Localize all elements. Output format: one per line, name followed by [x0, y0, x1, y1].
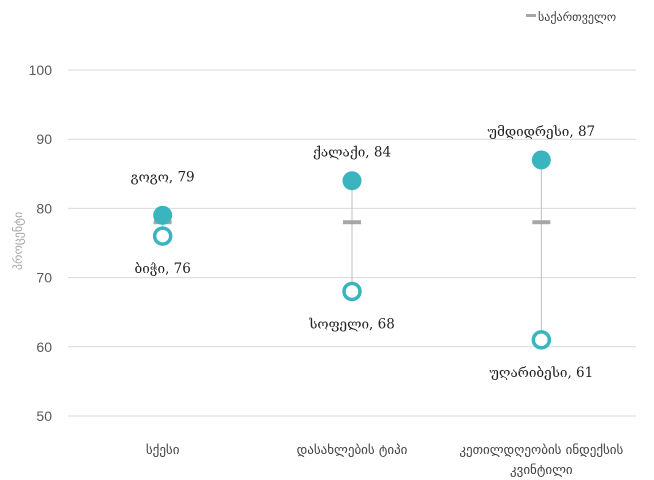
category-label-2-1: კვინტილი [510, 463, 573, 478]
legend: საქართველო [526, 10, 616, 24]
low-label-1: სოფელი, 68 [308, 316, 395, 332]
high-label-0: გოგო, 79 [131, 169, 195, 185]
low-point-2 [531, 330, 552, 350]
high-point-1 [342, 171, 362, 191]
y-tick-label-80: 80 [36, 200, 52, 216]
data-points [152, 150, 552, 350]
y-tick-label-60: 60 [36, 339, 52, 355]
data-labels: გოგო, 79 ბიჭი, 76 ქალაქი, 84 სოფელი, 68 უმდი… [131, 124, 595, 381]
high-point-2 [531, 150, 551, 170]
low-label-2: უღარიბესი, 61 [489, 365, 593, 381]
y-axis-label: პროცენტი [11, 212, 25, 270]
benchmark-marker-1 [343, 220, 361, 225]
category-label-2-0: კეთილდღეობის ინდექსის [459, 443, 623, 458]
legend-swatch-benchmark [526, 14, 536, 17]
category-label-1-0: დასახლების ტიპი [297, 443, 408, 458]
low-label-0: ბიჭი, 76 [134, 261, 190, 277]
y-tick-label-100: 100 [29, 62, 53, 78]
category-labels: სქესი დასახლების ტიპი კეთილდღეობის ინდექსი… [146, 443, 624, 478]
category-label-0-0: სქესი [146, 443, 180, 458]
low-point-1 [342, 281, 362, 302]
high-point-0 [153, 205, 173, 225]
benchmark-marker-2 [532, 220, 551, 225]
high-label-2: უმდიდრესი, 87 [488, 124, 596, 140]
y-tick-label-90: 90 [36, 131, 52, 147]
low-point-0 [152, 226, 173, 246]
legend-label-benchmark: საქართველო [538, 10, 616, 24]
benchmark-markers [153, 220, 551, 225]
y-axis-ticks: 50 60 70 80 90 100 [29, 62, 53, 424]
y-tick-label-50: 50 [36, 408, 52, 424]
y-tick-label-70: 70 [36, 270, 52, 286]
high-label-1: ქალაქი, 84 [313, 145, 391, 161]
